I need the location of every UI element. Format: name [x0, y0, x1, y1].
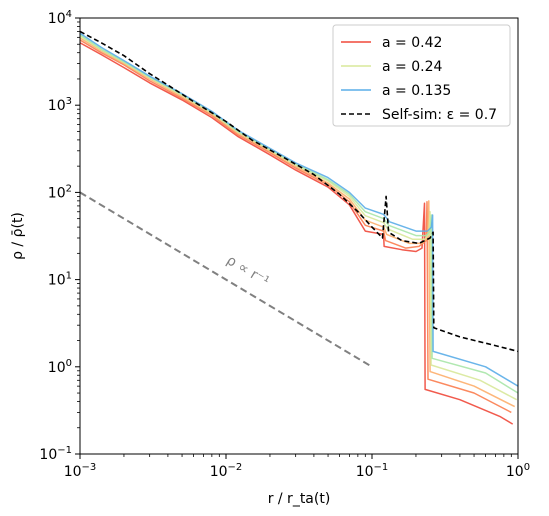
- legend: a = 0.42 a = 0.24 a = 0.135 Self-sim: ε = 0…: [332, 24, 511, 127]
- y-tick-label: 101: [48, 271, 72, 289]
- x-tick-label: 10−3: [64, 462, 97, 480]
- legend-label-0: a = 0.42: [382, 35, 442, 51]
- ticks-layer: 10−3 10−2 10−1 100 10−1 100 101 102 103 104: [39, 9, 530, 480]
- legend-label-1: a = 0.24: [382, 59, 442, 75]
- y-axis-label: ρ / ρ̄(t): [10, 212, 26, 260]
- reference-line: [80, 191, 373, 368]
- series-line-6: [80, 30, 518, 353]
- series-line-5: [80, 32, 518, 387]
- series-layer: [80, 30, 518, 425]
- y-tick-label: 100: [48, 358, 72, 376]
- y-tick-label: 104: [48, 9, 72, 27]
- series-line-3: [80, 35, 518, 401]
- y-tick-label: 103: [48, 96, 72, 114]
- series-line-4: [80, 34, 518, 394]
- x-tick-label: 100: [506, 462, 530, 480]
- plot-frame: [79, 17, 519, 455]
- x-tick-label: 10−2: [210, 462, 243, 480]
- x-axis-label: r / r_ta(t): [268, 491, 331, 507]
- x-tick-label: 10−1: [356, 462, 389, 480]
- series-line-2: [80, 37, 516, 408]
- legend-frame: [332, 24, 511, 127]
- series-line-1: [80, 39, 512, 414]
- series-line-0: [80, 42, 514, 425]
- legend-label-3: Self-sim: ε = 0.7: [382, 107, 497, 123]
- y-tick-label: 10−1: [39, 445, 72, 463]
- y-tick-label: 102: [48, 183, 72, 201]
- legend-label-2: a = 0.135: [382, 83, 451, 99]
